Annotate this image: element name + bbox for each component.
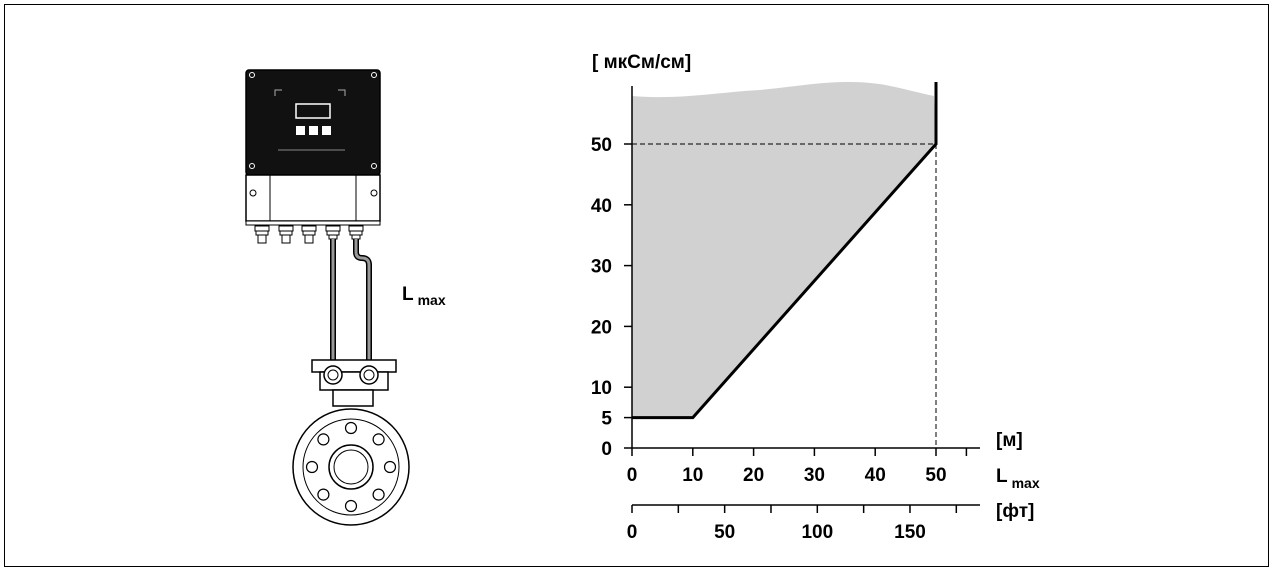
cable-gland-icon: [278, 225, 294, 244]
y-axis-label: [ мкСм/см]: [592, 52, 691, 73]
flow-sensor: [292, 359, 410, 526]
cable-gland-icon: [348, 225, 364, 240]
x-tick-label: 50: [925, 465, 946, 486]
screw-icon: [371, 163, 377, 169]
display-window: [295, 103, 331, 119]
transmitter-device: [245, 69, 381, 244]
x-unit-m: [м]: [996, 430, 1023, 451]
y-tick-label: 40: [591, 196, 612, 217]
conductivity-chart: 0 5 10 20 30 40 50 0 10 20 30 40 50 0 50 100 150 [ мкС…: [591, 52, 1040, 543]
bolt-hole-icon: [317, 433, 330, 446]
figure-frame: [4, 4, 1269, 567]
ft-tick-label: 50: [714, 522, 735, 543]
bolt-hole-icon: [372, 433, 385, 446]
cable-gland-icon: [254, 225, 270, 244]
bolt-hole-icon: [383, 460, 397, 474]
keypad-button: [309, 126, 318, 135]
screw-icon: [371, 72, 377, 78]
bolt-hole-icon: [372, 488, 385, 501]
pipe-bore: [328, 444, 374, 490]
screw-icon: [249, 189, 257, 197]
keypad-button: [322, 126, 331, 135]
bolt-hole-icon: [344, 499, 358, 513]
ft-tick-label: 150: [894, 522, 926, 543]
x-tick-label: 10: [682, 465, 703, 486]
x-tick-label: 40: [865, 465, 886, 486]
x-unit-ft: [фт]: [996, 501, 1034, 522]
x-tick-label: 20: [743, 465, 764, 486]
screw-icon: [249, 72, 255, 78]
y-tick-label: 50: [591, 135, 612, 156]
allowed-region: [632, 82, 936, 418]
x-tick-label: 0: [627, 465, 638, 486]
bolt-hole-icon: [344, 421, 358, 435]
y-tick-label: 20: [591, 317, 612, 338]
bolt-hole-icon: [305, 460, 319, 474]
keypad-button: [296, 126, 305, 135]
ft-tick-label: 0: [627, 522, 638, 543]
y-tick-label: 5: [601, 409, 612, 430]
screw-icon: [249, 163, 255, 169]
y-tick-label: 0: [601, 439, 612, 460]
cable-gland-icon: [301, 225, 317, 244]
y-tick-label: 30: [591, 257, 612, 278]
screw-icon: [370, 189, 378, 197]
transmitter-housing: [245, 69, 381, 176]
terminal-cover: [245, 174, 381, 222]
signal-cables: [330, 239, 372, 369]
ft-tick-label: 100: [801, 522, 833, 543]
x-tick-label: 30: [804, 465, 825, 486]
y-tick-label: 10: [591, 378, 612, 399]
boundary-line: [632, 82, 938, 420]
cable-gland-icon: [325, 225, 341, 240]
bolt-hole-icon: [317, 488, 330, 501]
